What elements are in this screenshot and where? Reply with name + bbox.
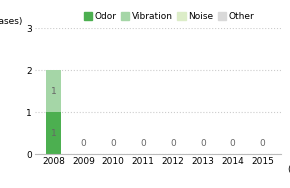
Legend: Odor, Vibration, Noise, Other: Odor, Vibration, Noise, Other bbox=[84, 12, 254, 21]
Text: 1: 1 bbox=[50, 87, 56, 96]
Text: 0: 0 bbox=[81, 139, 86, 148]
Text: 0: 0 bbox=[200, 139, 206, 148]
Text: 0: 0 bbox=[230, 139, 235, 148]
Text: 1: 1 bbox=[50, 129, 56, 138]
Bar bbox=[46, 70, 61, 112]
Text: 0: 0 bbox=[140, 139, 146, 148]
Text: (cases): (cases) bbox=[0, 17, 23, 26]
Text: 0: 0 bbox=[110, 139, 116, 148]
Text: 0: 0 bbox=[170, 139, 176, 148]
Text: (FY): (FY) bbox=[287, 165, 290, 174]
Bar bbox=[46, 112, 61, 154]
Text: 0: 0 bbox=[260, 139, 266, 148]
